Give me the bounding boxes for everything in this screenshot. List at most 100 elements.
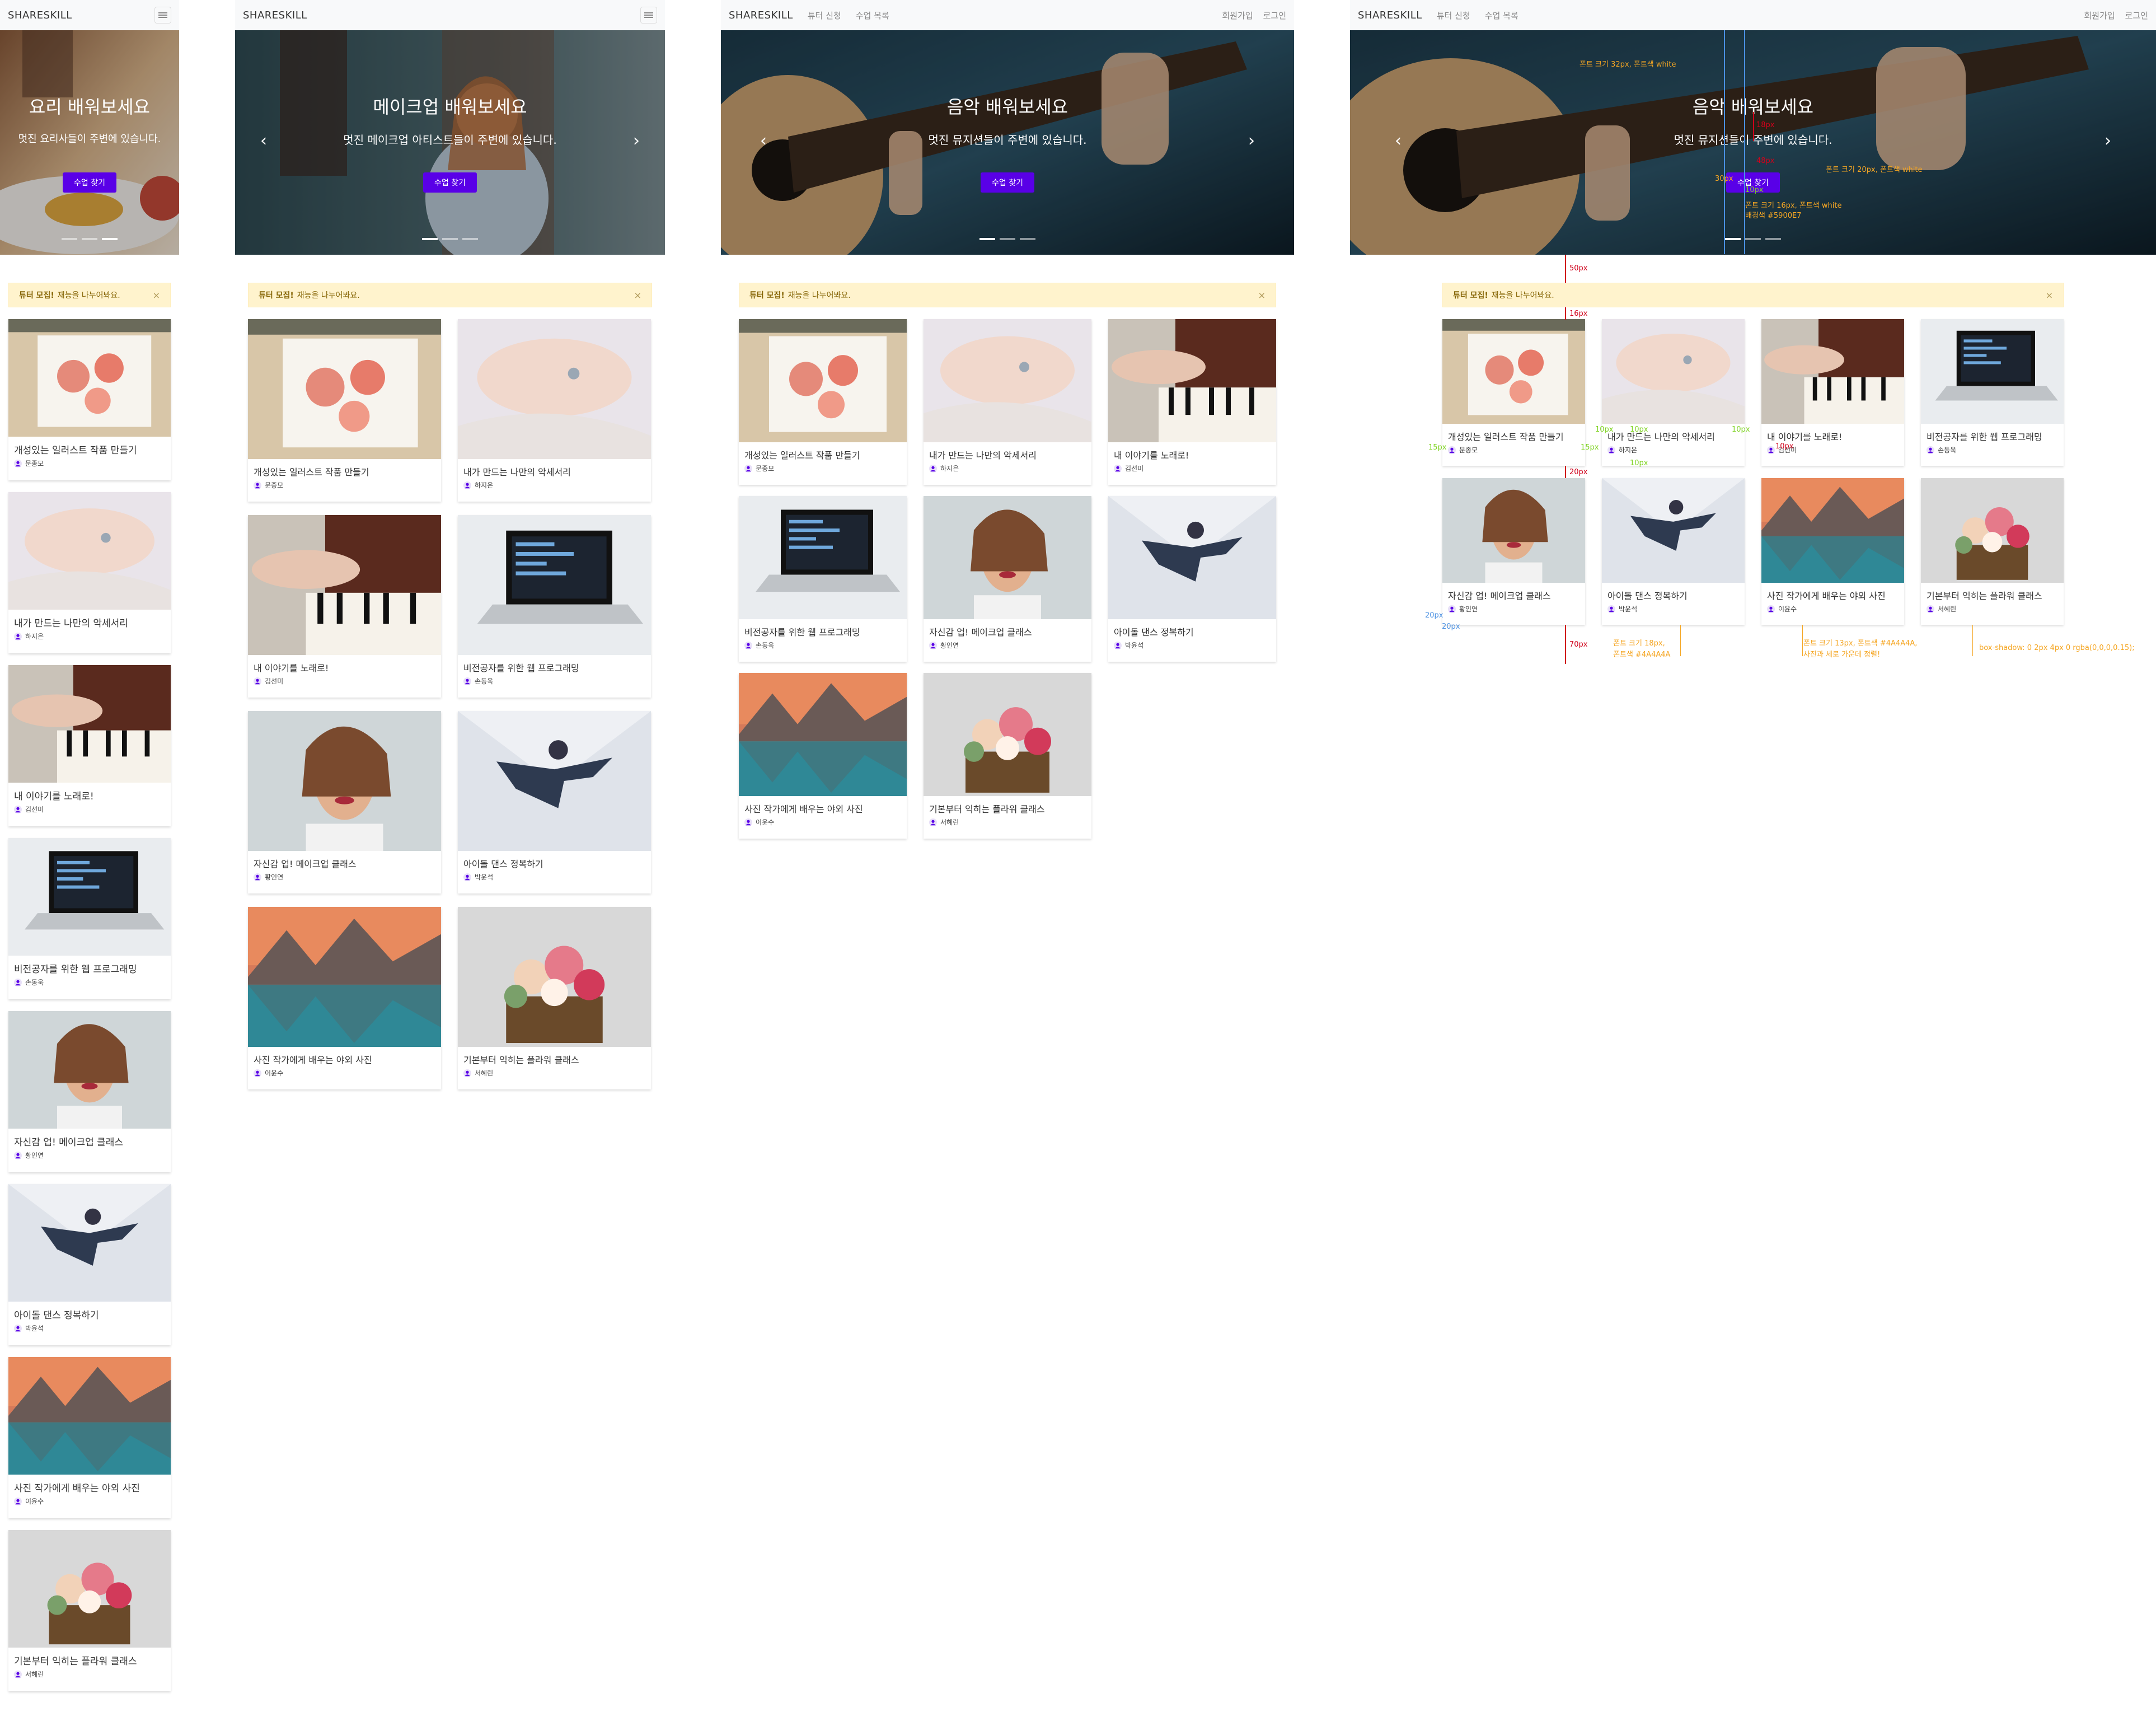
class-card[interactable]: 비전공자를 위한 웹 프로그래밍 손동욱	[739, 496, 907, 662]
class-card[interactable]: 기본부터 익히는 플라워 클래스 서혜린	[8, 1530, 171, 1691]
card-image-makeup-portrait[interactable]	[8, 1011, 171, 1129]
card-image-mountain-lake[interactable]	[8, 1357, 171, 1475]
class-card[interactable]: 개성있는 일러스트 작품 만들기 문종모	[1442, 319, 1585, 466]
carousel-dot[interactable]	[1765, 238, 1781, 240]
card-title[interactable]: 기본부터 익히는 플라워 클래스	[14, 1656, 137, 1667]
class-card[interactable]: 개성있는 일러스트 작품 만들기 문종모	[248, 319, 441, 502]
card-title[interactable]: 비전공자를 위한 웹 프로그래밍	[14, 964, 137, 975]
carousel-next-icon[interactable]: ›	[1248, 131, 1255, 151]
card-title[interactable]: 자신감 업! 메이크업 클래스	[254, 859, 357, 869]
card-title[interactable]: 내가 만드는 나만의 악세서리	[14, 618, 128, 629]
carousel-dot[interactable]	[1020, 238, 1035, 240]
card-title[interactable]: 자신감 업! 메이크업 클래스	[929, 627, 1032, 638]
class-card[interactable]: 자신감 업! 메이크업 클래스 황인연	[924, 496, 1091, 662]
card-title[interactable]: 기본부터 익히는 플라워 클래스	[463, 1055, 579, 1065]
nav-class-list[interactable]: 수업 목록	[855, 10, 889, 21]
class-card[interactable]: 아이돌 댄스 정복하기 박윤석	[1108, 496, 1276, 662]
close-icon[interactable]: ×	[2045, 289, 2053, 301]
class-card[interactable]: 내가 만드는 나만의 악세서리 하지은	[1602, 319, 1745, 466]
class-card[interactable]: 내가 만드는 나만의 악세서리 하지은	[458, 319, 651, 502]
class-card[interactable]: 아이돌 댄스 정복하기 박윤석	[458, 711, 651, 893]
carousel-dot[interactable]	[62, 238, 77, 240]
card-image-flower-illustration[interactable]	[248, 319, 441, 459]
nav-class-list[interactable]: 수업 목록	[1484, 10, 1518, 21]
card-image-flower-illustration[interactable]	[739, 319, 907, 442]
card-image-piano[interactable]	[1108, 319, 1276, 442]
carousel-dot[interactable]	[82, 238, 97, 240]
card-image-laptop-code[interactable]	[1921, 319, 2064, 424]
class-card[interactable]: 내 이야기를 노래로! 김선미	[8, 665, 171, 826]
card-title[interactable]: 기본부터 익히는 플라워 클래스	[929, 804, 1045, 815]
class-card[interactable]: 기본부터 익히는 플라워 클래스 서혜린	[924, 673, 1091, 839]
nav-signup[interactable]: 회원가입	[1222, 10, 1253, 21]
nav-tutor-apply[interactable]: 튜터 신청	[807, 10, 841, 21]
card-title[interactable]: 개성있는 일러스트 작품 만들기	[1448, 432, 1564, 442]
nav-tutor-apply[interactable]: 튜터 신청	[1436, 10, 1470, 21]
class-card[interactable]: 내 이야기를 노래로! 김선미	[1108, 319, 1276, 485]
card-image-flower-illustration[interactable]	[1442, 319, 1585, 424]
class-card[interactable]: 자신감 업! 메이크업 클래스 황인연	[1442, 478, 1585, 625]
carousel-dot[interactable]	[442, 238, 458, 240]
class-card[interactable]: 개성있는 일러스트 작품 만들기 문종모	[8, 319, 171, 480]
card-title[interactable]: 자신감 업! 메이크업 클래스	[14, 1137, 124, 1148]
card-image-laptop-code[interactable]	[458, 515, 651, 655]
close-icon[interactable]: ×	[152, 289, 160, 301]
class-card[interactable]: 자신감 업! 메이크업 클래스 황인연	[8, 1011, 171, 1172]
card-title[interactable]: 기본부터 익히는 플라워 클래스	[1927, 591, 2042, 601]
card-image-mountain-lake[interactable]	[248, 907, 441, 1047]
class-card[interactable]: 사진 작가에게 배우는 야외 사진 이윤수	[248, 907, 441, 1089]
card-image-dancer-jump[interactable]	[1602, 478, 1745, 583]
card-image-laptop-code[interactable]	[8, 838, 171, 956]
card-image-dancer-jump[interactable]	[458, 711, 651, 851]
card-image-hand-rings[interactable]	[1602, 319, 1745, 424]
class-card[interactable]: 비전공자를 위한 웹 프로그래밍 손동욱	[1921, 319, 2064, 466]
find-class-button[interactable]: 수업 찾기	[423, 172, 477, 193]
card-image-hand-rings[interactable]	[924, 319, 1091, 442]
card-image-laptop-code[interactable]	[739, 496, 907, 619]
nav-login[interactable]: 로그인	[2125, 10, 2148, 21]
class-card[interactable]: 아이돌 댄스 정복하기 박윤석	[1602, 478, 1745, 625]
carousel-dot-active[interactable]	[102, 238, 118, 240]
card-title[interactable]: 아이돌 댄스 정복하기	[1607, 591, 1688, 601]
carousel-prev-icon[interactable]: ‹	[1395, 131, 1402, 151]
carousel-dot-active[interactable]	[979, 238, 995, 240]
card-title[interactable]: 내가 만드는 나만의 악세서리	[1607, 432, 1715, 442]
card-image-piano[interactable]	[1761, 319, 1904, 424]
nav-login[interactable]: 로그인	[1263, 10, 1286, 21]
card-title[interactable]: 사진 작가에게 배우는 야외 사진	[254, 1055, 372, 1065]
card-title[interactable]: 아이돌 댄스 정복하기	[1114, 627, 1194, 638]
carousel-prev-icon[interactable]: ‹	[760, 131, 767, 151]
carousel-next-icon[interactable]: ›	[633, 131, 640, 151]
card-title[interactable]: 사진 작가에게 배우는 야외 사진	[744, 804, 863, 815]
card-title[interactable]: 내 이야기를 노래로!	[1114, 450, 1189, 461]
card-image-piano[interactable]	[248, 515, 441, 655]
class-card[interactable]: 비전공자를 위한 웹 프로그래밍 손동욱	[8, 838, 171, 999]
card-title[interactable]: 개성있는 일러스트 작품 만들기	[254, 467, 369, 478]
card-title[interactable]: 개성있는 일러스트 작품 만들기	[744, 450, 860, 461]
class-card[interactable]: 기본부터 익히는 플라워 클래스 서혜린	[1921, 478, 2064, 625]
class-card[interactable]: 사진 작가에게 배우는 야외 사진 이윤수	[1761, 478, 1904, 625]
card-image-makeup-portrait[interactable]	[248, 711, 441, 851]
card-title[interactable]: 사진 작가에게 배우는 야외 사진	[1767, 591, 1886, 601]
class-card[interactable]: 사진 작가에게 배우는 야외 사진 이윤수	[8, 1357, 171, 1518]
class-card[interactable]: 내 이야기를 노래로! 김선미	[248, 515, 441, 698]
card-image-piano[interactable]	[8, 665, 171, 783]
card-title[interactable]: 자신감 업! 메이크업 클래스	[1448, 591, 1551, 601]
class-card[interactable]: 사진 작가에게 배우는 야외 사진 이윤수	[739, 673, 907, 839]
card-image-makeup-portrait[interactable]	[924, 496, 1091, 619]
card-title[interactable]: 사진 작가에게 배우는 야외 사진	[14, 1483, 140, 1494]
class-card[interactable]: 자신감 업! 메이크업 클래스 황인연	[248, 711, 441, 893]
class-card[interactable]: 비전공자를 위한 웹 프로그래밍 손동욱	[458, 515, 651, 698]
card-title[interactable]: 비전공자를 위한 웹 프로그래밍	[463, 663, 579, 673]
carousel-dot-active[interactable]	[1725, 238, 1741, 240]
card-image-dancer-jump[interactable]	[1108, 496, 1276, 619]
close-icon[interactable]: ×	[1258, 289, 1266, 301]
brand-logo[interactable]: SHARESKILL	[1358, 9, 1422, 21]
find-class-button[interactable]: 수업 찾기	[1726, 172, 1780, 193]
class-card[interactable]: 내가 만드는 나만의 악세서리 하지은	[924, 319, 1091, 485]
brand-logo[interactable]: SHARESKILL	[8, 9, 72, 21]
brand-logo[interactable]: SHARESKILL	[729, 9, 793, 21]
carousel-dot[interactable]	[1000, 238, 1015, 240]
card-title[interactable]: 내가 만드는 나만의 악세서리	[929, 450, 1037, 461]
card-image-hand-rings[interactable]	[458, 319, 651, 459]
